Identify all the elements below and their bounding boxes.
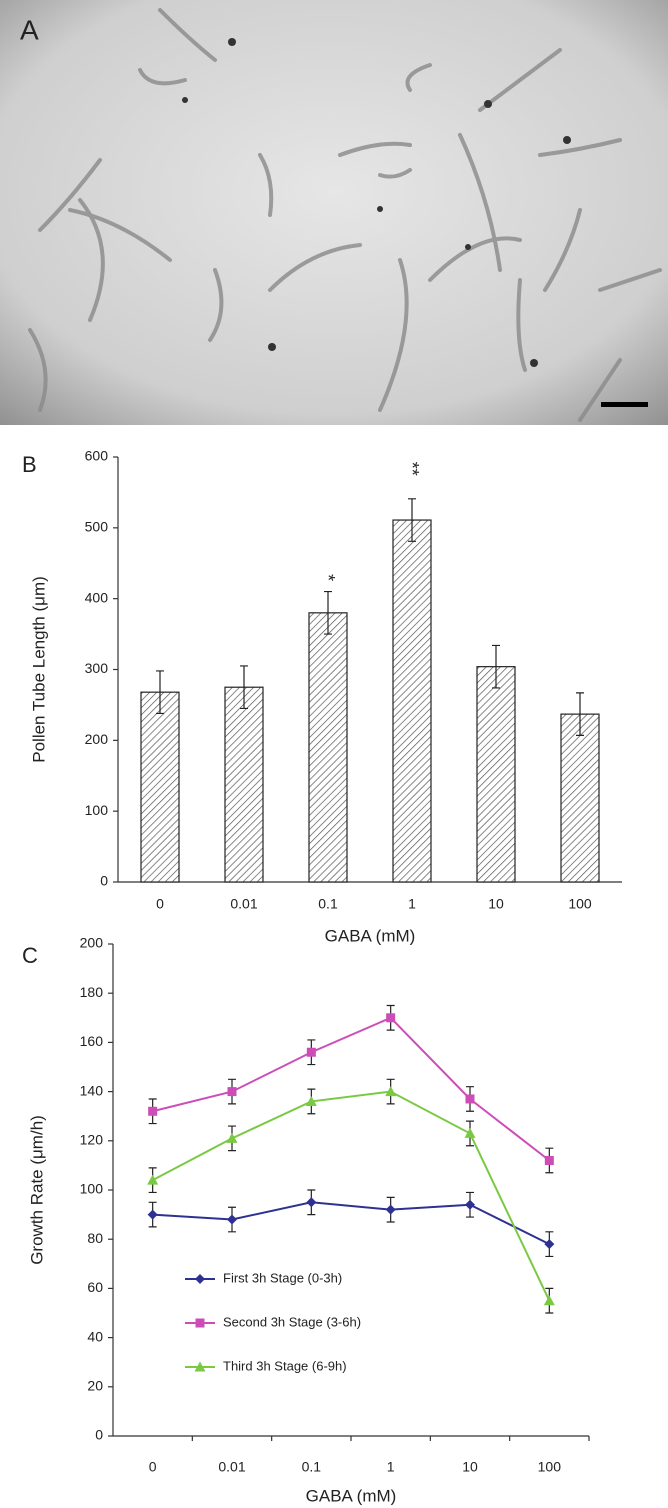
legend-marker bbox=[195, 1318, 205, 1328]
marker bbox=[465, 1199, 475, 1210]
marker bbox=[305, 1095, 317, 1106]
y-tick-label: 500 bbox=[85, 519, 109, 535]
y-tick-label: 0 bbox=[95, 1427, 103, 1443]
y-tick-label: 200 bbox=[80, 935, 104, 951]
marker bbox=[227, 1214, 237, 1225]
x-tick-label: 0.01 bbox=[218, 1459, 245, 1475]
error-bar bbox=[240, 665, 248, 710]
bar bbox=[560, 713, 600, 883]
marker bbox=[543, 1295, 555, 1306]
y-tick-label: 200 bbox=[85, 731, 109, 747]
legend-label: First 3h Stage (0-3h) bbox=[223, 1270, 342, 1285]
y-tick-label: 20 bbox=[87, 1378, 103, 1394]
panel-label: B bbox=[22, 452, 37, 477]
legend-label: Third 3h Stage (6-9h) bbox=[223, 1358, 347, 1373]
marker bbox=[464, 1127, 476, 1138]
marker bbox=[544, 1239, 555, 1250]
marker bbox=[385, 1086, 397, 1097]
marker bbox=[147, 1174, 159, 1185]
significance-mark: ** bbox=[402, 462, 422, 476]
y-tick-label: 160 bbox=[80, 1033, 104, 1049]
marker bbox=[148, 1106, 158, 1116]
error-bar bbox=[576, 692, 584, 736]
y-tick-label: 120 bbox=[80, 1132, 104, 1148]
series-line bbox=[152, 1201, 550, 1246]
marker bbox=[306, 1197, 317, 1208]
significance-mark: * bbox=[318, 574, 338, 581]
series-line bbox=[152, 1016, 550, 1162]
error-bar bbox=[156, 670, 164, 715]
panel-label: A bbox=[20, 14, 39, 45]
y-axis-title: Pollen Tube Length (μm) bbox=[29, 576, 48, 763]
y-tick-label: 100 bbox=[80, 1181, 104, 1197]
bar bbox=[476, 666, 516, 883]
x-tick-label: 10 bbox=[462, 1459, 478, 1475]
legend-label: Second 3h Stage (3-6h) bbox=[223, 1314, 361, 1329]
error-bar bbox=[408, 498, 416, 542]
x-tick-label: 0.1 bbox=[302, 1459, 322, 1475]
marker bbox=[385, 1204, 396, 1215]
x-tick-label: 10 bbox=[488, 896, 504, 912]
bar bbox=[308, 612, 348, 883]
micrograph: A bbox=[0, 0, 668, 425]
y-tick-label: 40 bbox=[87, 1328, 103, 1344]
y-tick-label: 140 bbox=[80, 1082, 104, 1098]
y-axis-title: Growth Rate (μm/h) bbox=[27, 1115, 46, 1265]
x-tick-label: 0 bbox=[149, 1459, 157, 1475]
marker bbox=[386, 1013, 396, 1023]
bar bbox=[392, 519, 432, 883]
error-bar bbox=[324, 590, 332, 635]
marker bbox=[226, 1132, 238, 1143]
marker bbox=[147, 1209, 158, 1220]
series-line bbox=[152, 1090, 551, 1302]
y-tick-label: 100 bbox=[85, 802, 109, 818]
y-tick-label: 180 bbox=[80, 984, 104, 1000]
y-tick-label: 600 bbox=[85, 448, 109, 464]
marker bbox=[227, 1087, 237, 1097]
y-tick-label: 400 bbox=[85, 589, 109, 605]
bar bbox=[140, 691, 180, 883]
y-tick-label: 60 bbox=[87, 1279, 103, 1295]
marker bbox=[306, 1047, 316, 1057]
x-tick-label: 100 bbox=[538, 1459, 562, 1475]
error-bar bbox=[492, 644, 500, 689]
legend-marker bbox=[194, 1361, 206, 1372]
y-tick-label: 300 bbox=[85, 660, 109, 676]
bar bbox=[224, 686, 264, 883]
x-axis-title: GABA (mM) bbox=[306, 1486, 397, 1505]
x-tick-label: 0.1 bbox=[318, 896, 338, 912]
x-axis-title: GABA (mM) bbox=[325, 926, 416, 945]
y-tick-label: 80 bbox=[87, 1230, 103, 1246]
marker bbox=[465, 1094, 475, 1104]
x-tick-label: 0 bbox=[156, 896, 164, 912]
x-tick-label: 1 bbox=[387, 1459, 395, 1475]
x-tick-label: 100 bbox=[568, 896, 592, 912]
x-tick-label: 0.01 bbox=[230, 896, 257, 912]
micrograph-background bbox=[0, 0, 668, 425]
y-tick-label: 0 bbox=[100, 873, 108, 889]
marker bbox=[544, 1155, 554, 1165]
x-tick-label: 1 bbox=[408, 896, 416, 912]
panel-label: C bbox=[22, 943, 38, 968]
legend-marker bbox=[195, 1274, 205, 1284]
pollen-grains bbox=[182, 38, 571, 367]
scale-bar bbox=[601, 402, 648, 407]
